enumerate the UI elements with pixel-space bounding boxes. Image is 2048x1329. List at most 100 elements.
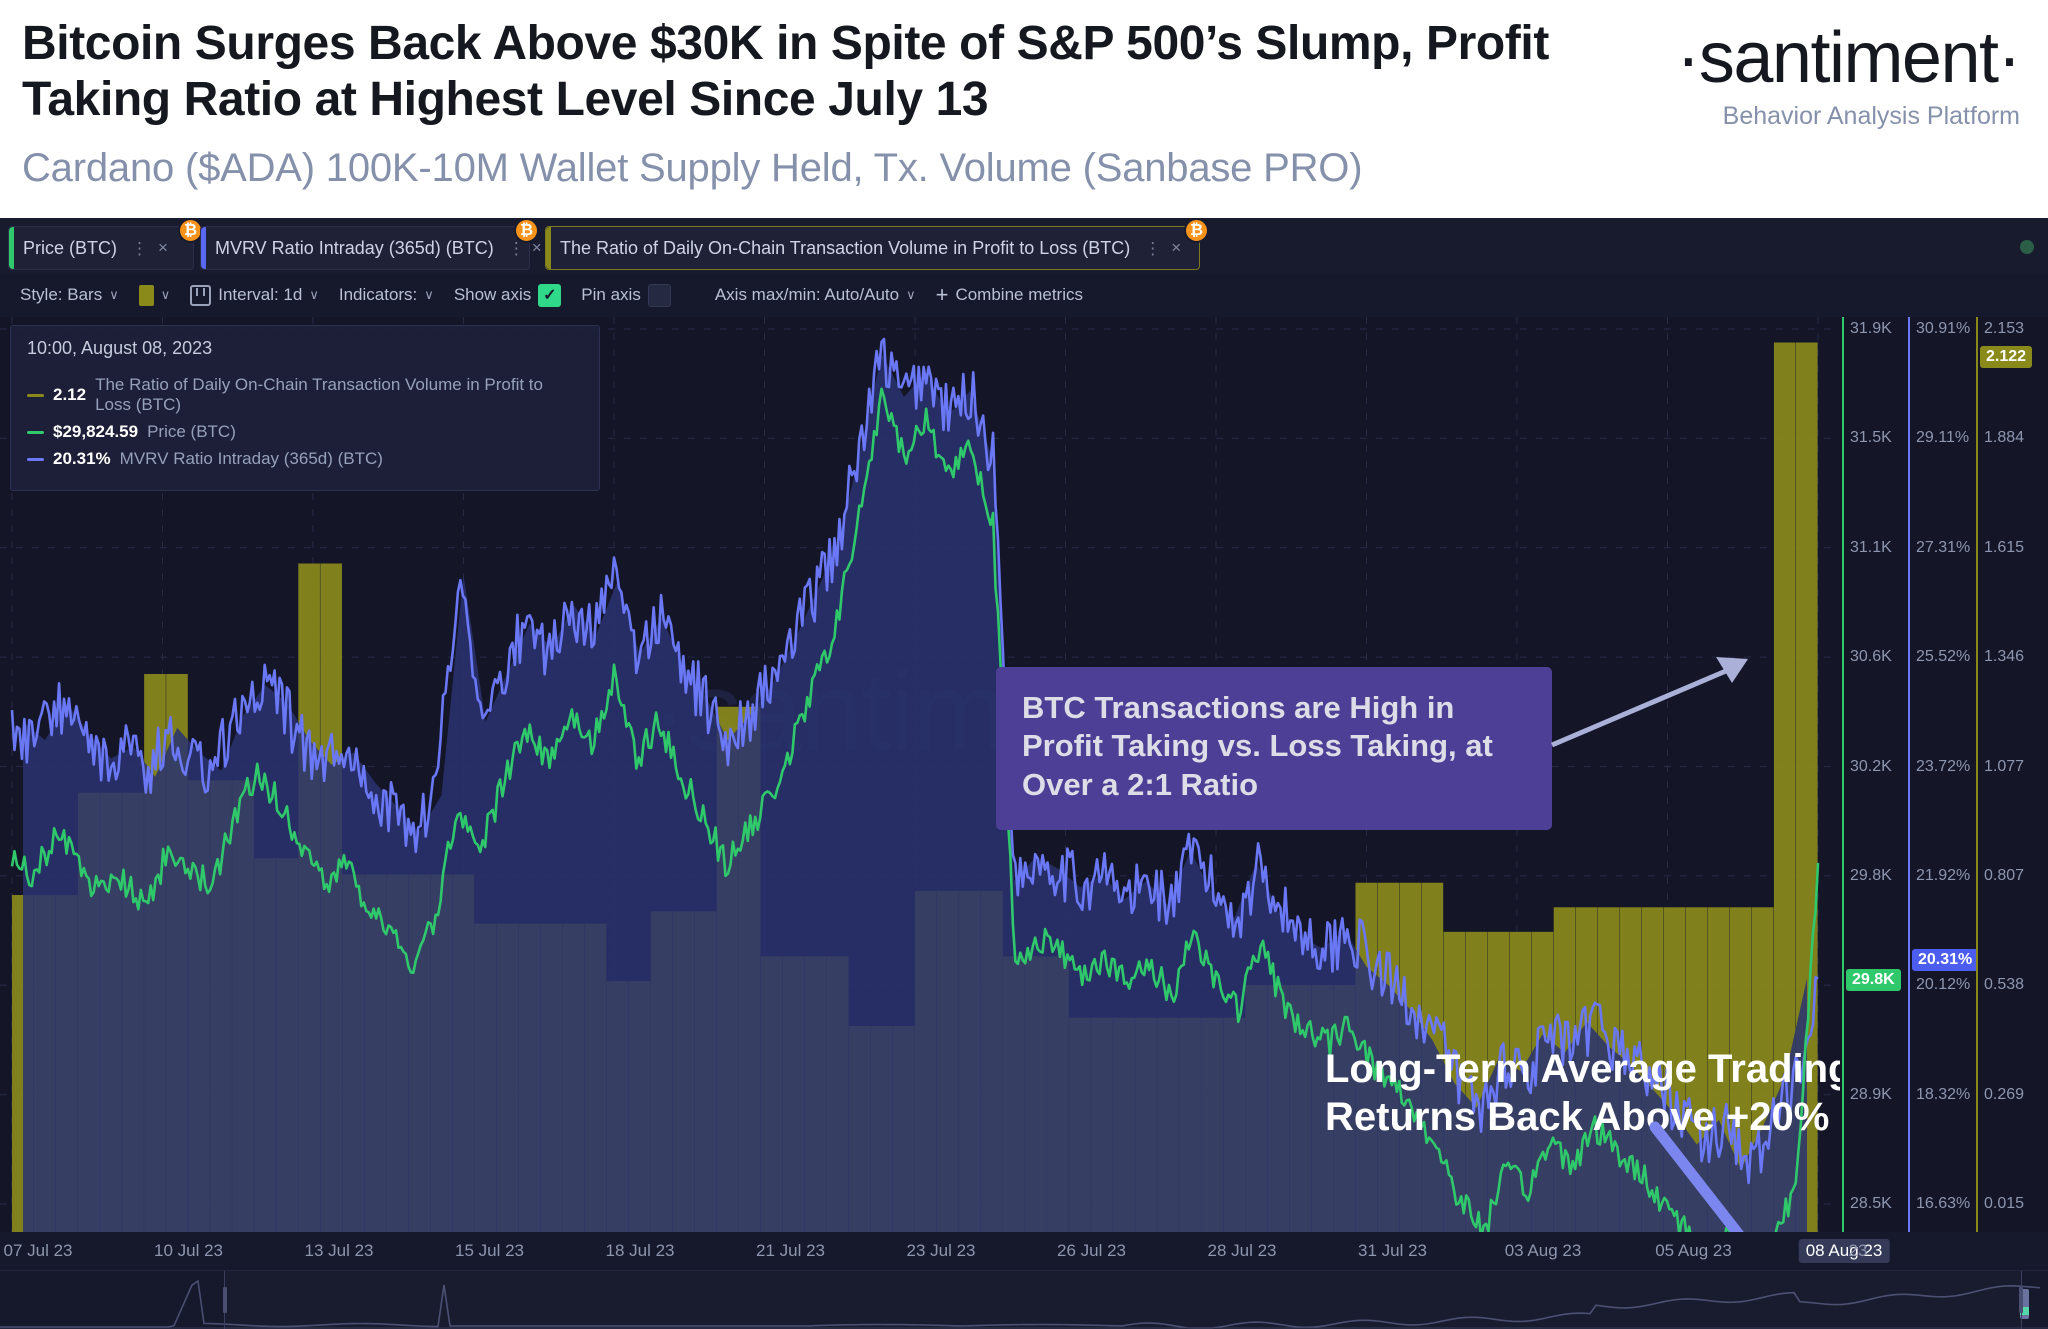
legend-row: 20.31% MVRV Ratio Intraday (365d) (BTC)	[27, 449, 583, 469]
axis-tick-label: 1.615	[1984, 538, 2025, 556]
axis-line	[1908, 317, 1910, 1232]
brand-name: ·santiment·	[1676, 18, 2021, 98]
tab-profit-loss-ratio[interactable]: The Ratio of Daily On-Chain Transaction …	[545, 218, 1209, 270]
chevron-down-icon: ∨	[309, 287, 319, 302]
axis-price-btc[interactable]: 31.9K31.5K31.1K30.6K30.2K29.8K29.3K28.9K…	[1842, 317, 1908, 1232]
x-axis-tick-label: 18 Jul 23	[605, 1241, 675, 1260]
axis-current-value-badge: 2.122	[1980, 346, 2033, 368]
bitcoin-icon: ₿	[514, 218, 539, 243]
axis-tick-label: 25.52%	[1916, 648, 1971, 666]
interval-dropdown[interactable]: Interval: 1d ∨	[180, 280, 329, 310]
close-icon[interactable]: ×	[531, 238, 542, 257]
axis-line	[1842, 317, 1844, 1232]
axis-tick-label: 30.2K	[1850, 757, 1892, 775]
axis-tick-label: 0.807	[1984, 866, 2025, 884]
axis-tick-label: 21.92%	[1916, 866, 1971, 884]
axis-tick-label: 1.346	[1984, 648, 2025, 666]
color-dropdown[interactable]: ∨	[129, 280, 181, 310]
navigator-sparkline	[0, 1279, 2048, 1329]
pin-axis-label: Pin axis	[581, 285, 641, 304]
tab-accent-bar	[546, 227, 551, 269]
navigator-selection-window[interactable]	[223, 1271, 2023, 1329]
x-axis-tick-label: 13 Jul 23	[304, 1241, 374, 1260]
chart-plot-area[interactable]: ·santiment· 10:00, August 08, 2023 2.12 …	[0, 317, 1840, 1232]
page-header: Bitcoin Surges Back Above $30K in Spite …	[0, 0, 2048, 218]
axis-tick-label: 31.5K	[1850, 429, 1892, 447]
tab-price-btc[interactable]: Price (BTC) ⋮ × ₿	[8, 218, 203, 270]
indicators-dropdown[interactable]: Indicators: ∨	[329, 280, 444, 310]
tab-accent-bar	[9, 227, 14, 269]
tab-label: The Ratio of Daily On-Chain Transaction …	[560, 237, 1131, 258]
legend-value: 2.12	[53, 385, 87, 404]
tab-mvrv-ratio[interactable]: MVRV Ratio Intraday (365d) (BTC) ⋮ × ₿	[200, 218, 542, 270]
legend-row: 2.12 The Ratio of Daily On-Chain Transac…	[27, 375, 583, 415]
x-axis-labels[interactable]: 07 Jul 23 10 Jul 23 13 Jul 23 15 Jul 23 18 J…	[0, 1232, 2048, 1270]
tab-menu-icon[interactable]: ⋮	[131, 238, 149, 258]
tab-menu-icon[interactable]: ⋮	[507, 238, 526, 258]
pin-axis-checkbox[interactable]	[647, 283, 671, 307]
metric-tab-strip: Price (BTC) ⋮ × ₿ MVRV Ratio Intraday (3…	[0, 218, 2048, 273]
x-axis-tick-label: 08 Aug 23	[1798, 1239, 1890, 1263]
legend-metric-name: The Ratio of Daily On-Chain Transaction …	[95, 375, 543, 414]
chevron-down-icon: ∨	[109, 287, 119, 302]
axis-tick-label: 1.884	[1984, 429, 2025, 447]
chart-application: Price (BTC) ⋮ × ₿ MVRV Ratio Intraday (3…	[0, 218, 2048, 1329]
axis-tick-label: 23.72%	[1916, 757, 1971, 775]
axis-tick-label: 20.12%	[1916, 976, 1971, 994]
axis-current-value-badge: 20.31%	[1912, 949, 1979, 971]
x-axis-tick-label: 28 Jul 23	[1207, 1241, 1277, 1260]
chart-toolbar: Style: Bars ∨ ∨ Interval: 1d ∨ Indicator…	[0, 273, 2048, 317]
show-axis-label: Show axis	[453, 285, 532, 304]
legend-timestamp: 10:00, August 08, 2023	[27, 338, 213, 358]
axis-tick-label: 0.538	[1984, 976, 2025, 994]
close-icon[interactable]: ×	[158, 238, 168, 257]
axis-tick-label: 2.153	[1984, 320, 2025, 337]
candlestick-icon	[190, 284, 212, 306]
legend-metric-name: MVRV Ratio Intraday (365d) (BTC)	[119, 449, 383, 468]
range-navigator[interactable]	[0, 1270, 2048, 1329]
axis-tick-label: 27.31%	[1916, 538, 1971, 556]
axis-tick-label: 18.32%	[1916, 1085, 1971, 1103]
navigator-handle-left[interactable]	[223, 1287, 227, 1313]
legend-value: $29,824.59	[53, 422, 139, 441]
pin-axis-toggle[interactable]: Pin axis	[571, 280, 681, 310]
x-axis-tick-label: 26 Jul 23	[1057, 1241, 1126, 1260]
axis-tick-label: 28.9K	[1850, 1085, 1892, 1103]
right-axis-gutter[interactable]: 31.9K31.5K31.1K30.6K30.2K29.8K29.3K28.9K…	[1840, 317, 2048, 1232]
axis-minmax-label: Axis max/min: Auto/Auto	[714, 285, 900, 304]
axis-line	[1976, 317, 1978, 1232]
axis-mvrv-ratio[interactable]: 30.91% 29.11% 27.31% 25.52% 23.72% 21.92% 20.1…	[1908, 317, 1979, 1232]
axis-tick-label: 31.9K	[1850, 320, 1892, 337]
close-icon[interactable]: ×	[1171, 238, 1182, 257]
tab-label: MVRV Ratio Intraday (365d) (BTC)	[215, 237, 494, 258]
x-axis-tick-label: 31 Jul 23	[1358, 1241, 1427, 1260]
navigator-handle-right[interactable]	[2019, 1287, 2023, 1313]
combine-metrics-button[interactable]: + Combine metrics	[926, 280, 1093, 310]
chevron-down-icon: ∨	[424, 287, 434, 302]
style-dropdown[interactable]: Style: Bars ∨	[10, 280, 129, 310]
page-title: Bitcoin Surges Back Above $30K in Spite …	[22, 17, 1549, 126]
legend-row: $29,824.59 Price (BTC)	[27, 422, 583, 442]
chevron-down-icon: ∨	[906, 287, 916, 302]
show-axis-toggle[interactable]: Show axis ✓	[444, 280, 571, 310]
legend-color-dash	[27, 430, 44, 434]
axis-tick-label: 0.015	[1984, 1195, 2025, 1212]
tab-menu-icon[interactable]: ⋮	[1144, 238, 1163, 258]
plus-icon: +	[935, 282, 949, 307]
axis-profit-loss-ratio[interactable]: 2.153 1.884 1.615 1.346 1.077 0.807 0.538 0.269…	[1976, 317, 2042, 1232]
axis-tick-label: 31.1K	[1850, 538, 1892, 556]
legend-value: 20.31%	[53, 449, 111, 468]
style-label: Style: Bars	[20, 285, 103, 304]
axis-current-value-badge: 29.8K	[1846, 969, 1901, 991]
show-axis-checkbox[interactable]: ✓	[538, 283, 562, 307]
x-axis-tick-label: 23	[1848, 1241, 1868, 1260]
x-axis-tick-label: 10 Jul 23	[154, 1241, 223, 1260]
axis-tick-label: 30.6K	[1850, 648, 1892, 666]
axis-minmax-dropdown[interactable]: Axis max/min: Auto/Auto ∨	[705, 280, 926, 310]
brand-tagline: Behavior Analysis Platform	[1722, 102, 2020, 131]
page-subtitle: Cardano ($ADA) 100K-10M Wallet Supply He…	[22, 146, 1363, 190]
axis-tick-label: 16.63%	[1916, 1195, 1971, 1212]
interval-label: Interval: 1d	[218, 285, 303, 304]
x-axis-tick-label: 05 Aug 23	[1655, 1241, 1732, 1260]
axis-tick-label: 30.91%	[1916, 320, 1971, 337]
